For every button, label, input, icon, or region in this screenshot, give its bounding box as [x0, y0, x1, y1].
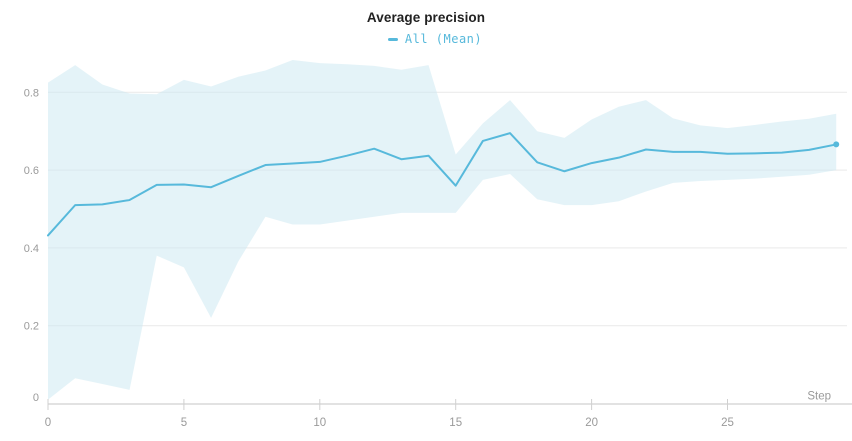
- x-axis-tick-label: 5: [181, 417, 187, 429]
- y-axis-tick-label: 0.8: [24, 87, 39, 99]
- y-axis-tick-label: 0.6: [24, 165, 39, 177]
- x-axis-tick-label: 10: [313, 417, 326, 429]
- x-axis-tick-label: 20: [585, 417, 598, 429]
- x-axis-tick-label: 25: [721, 417, 734, 429]
- last-point-marker: [833, 141, 840, 148]
- x-axis-title: Step: [807, 391, 831, 403]
- x-axis-tick-label: 15: [449, 417, 462, 429]
- mean-line: [47, 132, 838, 237]
- y-axis-tick-label: 0: [33, 392, 39, 404]
- y-axis-tick-label: 0.4: [24, 243, 39, 255]
- x-axis-tick-label: 0: [45, 417, 51, 429]
- confidence-band-area: [48, 60, 837, 400]
- y-axis-tick-label: 0.2: [24, 321, 39, 333]
